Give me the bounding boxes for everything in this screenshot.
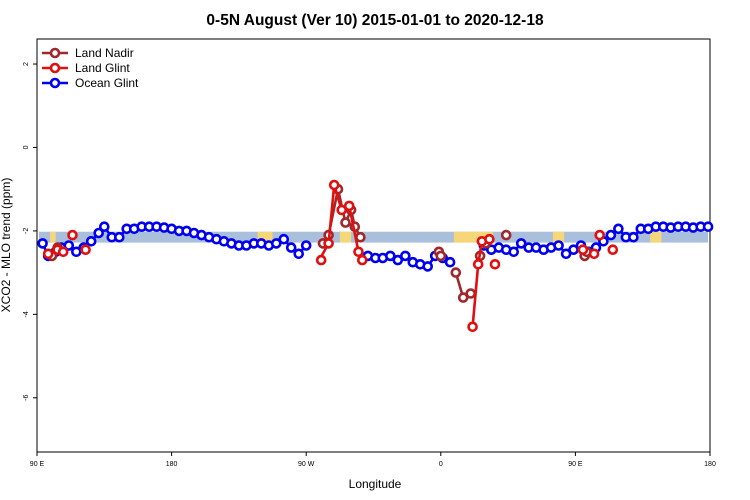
legend-marker xyxy=(49,62,61,74)
data-point xyxy=(71,246,82,258)
y-tick-label: -2 xyxy=(23,228,30,234)
data-point xyxy=(472,258,484,270)
data-point xyxy=(467,321,478,333)
band-highlight xyxy=(453,231,494,243)
data-point xyxy=(99,221,110,232)
data-point xyxy=(605,229,617,241)
band-highlight xyxy=(257,231,273,243)
data-point xyxy=(343,200,355,212)
data-point xyxy=(435,250,447,262)
band-highlight xyxy=(552,231,565,243)
band-rect xyxy=(39,231,708,243)
data-point xyxy=(422,261,434,272)
band-highlight xyxy=(50,231,56,243)
data-point xyxy=(114,231,125,243)
data-point xyxy=(270,238,282,249)
x-tick-label: 90 E xyxy=(30,461,45,468)
reference-band xyxy=(39,231,708,243)
data-point xyxy=(355,231,366,243)
data-point xyxy=(353,246,364,258)
y-tick-label: -4 xyxy=(23,311,30,317)
data-point xyxy=(37,238,48,249)
legend-marker xyxy=(49,77,61,89)
data-point xyxy=(444,256,456,268)
data-point xyxy=(450,267,462,278)
data-point xyxy=(315,254,327,266)
legend-label: Land Nadir xyxy=(75,46,134,60)
data-point xyxy=(80,244,91,255)
legend-item-land-glint: Land Glint xyxy=(42,61,130,75)
legend-label: Ocean Glint xyxy=(75,76,139,90)
y-axis: 2 0 -2 -4 -6 xyxy=(23,62,37,401)
data-point xyxy=(85,236,97,247)
data-point xyxy=(392,254,404,266)
y-tick-label: -6 xyxy=(23,395,30,401)
data-point xyxy=(278,233,290,245)
data-point xyxy=(300,240,312,251)
data-point xyxy=(508,246,520,258)
x-tick-label: 90 W xyxy=(298,461,315,468)
data-point xyxy=(628,231,639,243)
data-point xyxy=(515,238,527,249)
data-point xyxy=(93,227,104,239)
data-point xyxy=(285,242,297,253)
y-tick-label: 0 xyxy=(23,145,30,149)
data-point xyxy=(489,258,501,270)
data-point xyxy=(340,217,351,228)
data-point xyxy=(465,288,477,299)
x-axis-label: Longitude xyxy=(349,477,402,491)
band-highlight xyxy=(650,231,662,243)
data-point xyxy=(42,248,54,260)
data-point xyxy=(560,248,572,260)
data-point xyxy=(384,250,396,262)
data-point xyxy=(568,244,579,255)
series-layer xyxy=(37,179,714,333)
data-point xyxy=(328,179,340,191)
band-highlight xyxy=(339,231,352,243)
data-point xyxy=(399,250,411,262)
x-tick-label: 90 E xyxy=(568,461,583,468)
y-tick-label: 2 xyxy=(23,62,30,66)
series-land-nadir xyxy=(46,183,592,303)
x-tick-label: 0 xyxy=(439,461,443,468)
plot-frame xyxy=(36,38,711,453)
data-point xyxy=(613,223,624,235)
data-point xyxy=(702,221,714,232)
legend-item-ocean-glint: Ocean Glint xyxy=(42,76,139,90)
data-point xyxy=(457,292,469,303)
data-point xyxy=(594,229,606,241)
legend-label: Land Glint xyxy=(75,61,130,75)
data-point xyxy=(57,246,69,258)
data-point xyxy=(577,244,589,255)
data-point xyxy=(336,204,348,216)
data-point xyxy=(607,244,619,255)
chart-title: 0-5N August (Ver 10) 2015-01-01 to 2020-… xyxy=(206,12,544,29)
data-point xyxy=(500,229,512,241)
data-point xyxy=(356,254,368,266)
x-axis: 90 E 180 90 W 0 90 E 180 xyxy=(30,452,716,468)
data-point xyxy=(323,238,334,249)
legend-marker xyxy=(49,47,61,59)
data-point xyxy=(484,233,495,245)
series-land-glint xyxy=(42,179,619,333)
data-point xyxy=(553,240,564,251)
data-point xyxy=(63,240,75,251)
data-point xyxy=(588,248,600,260)
y-axis-label: XCO2 - MLO trend (ppm) xyxy=(0,178,13,313)
x-tick-label: 180 xyxy=(704,461,716,468)
x-tick-label: 180 xyxy=(166,461,178,468)
data-point xyxy=(293,248,305,260)
legend-item-land-nadir: Land Nadir xyxy=(42,46,134,60)
data-point xyxy=(67,229,78,241)
